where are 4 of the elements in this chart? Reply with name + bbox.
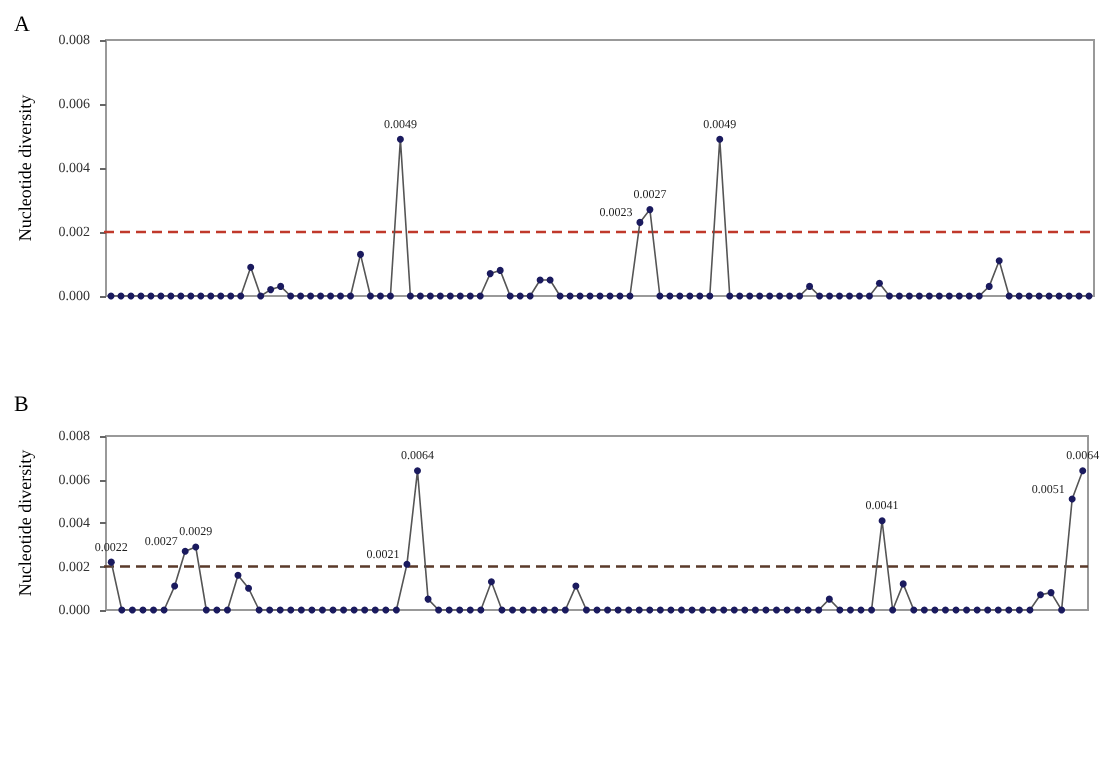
y-axis-title: Nucleotide diversity (15, 448, 35, 597)
y-axis-title: Nucleotide diversity (15, 93, 35, 242)
chart-title: A (14, 13, 30, 37)
chart-title: B (14, 393, 29, 417)
